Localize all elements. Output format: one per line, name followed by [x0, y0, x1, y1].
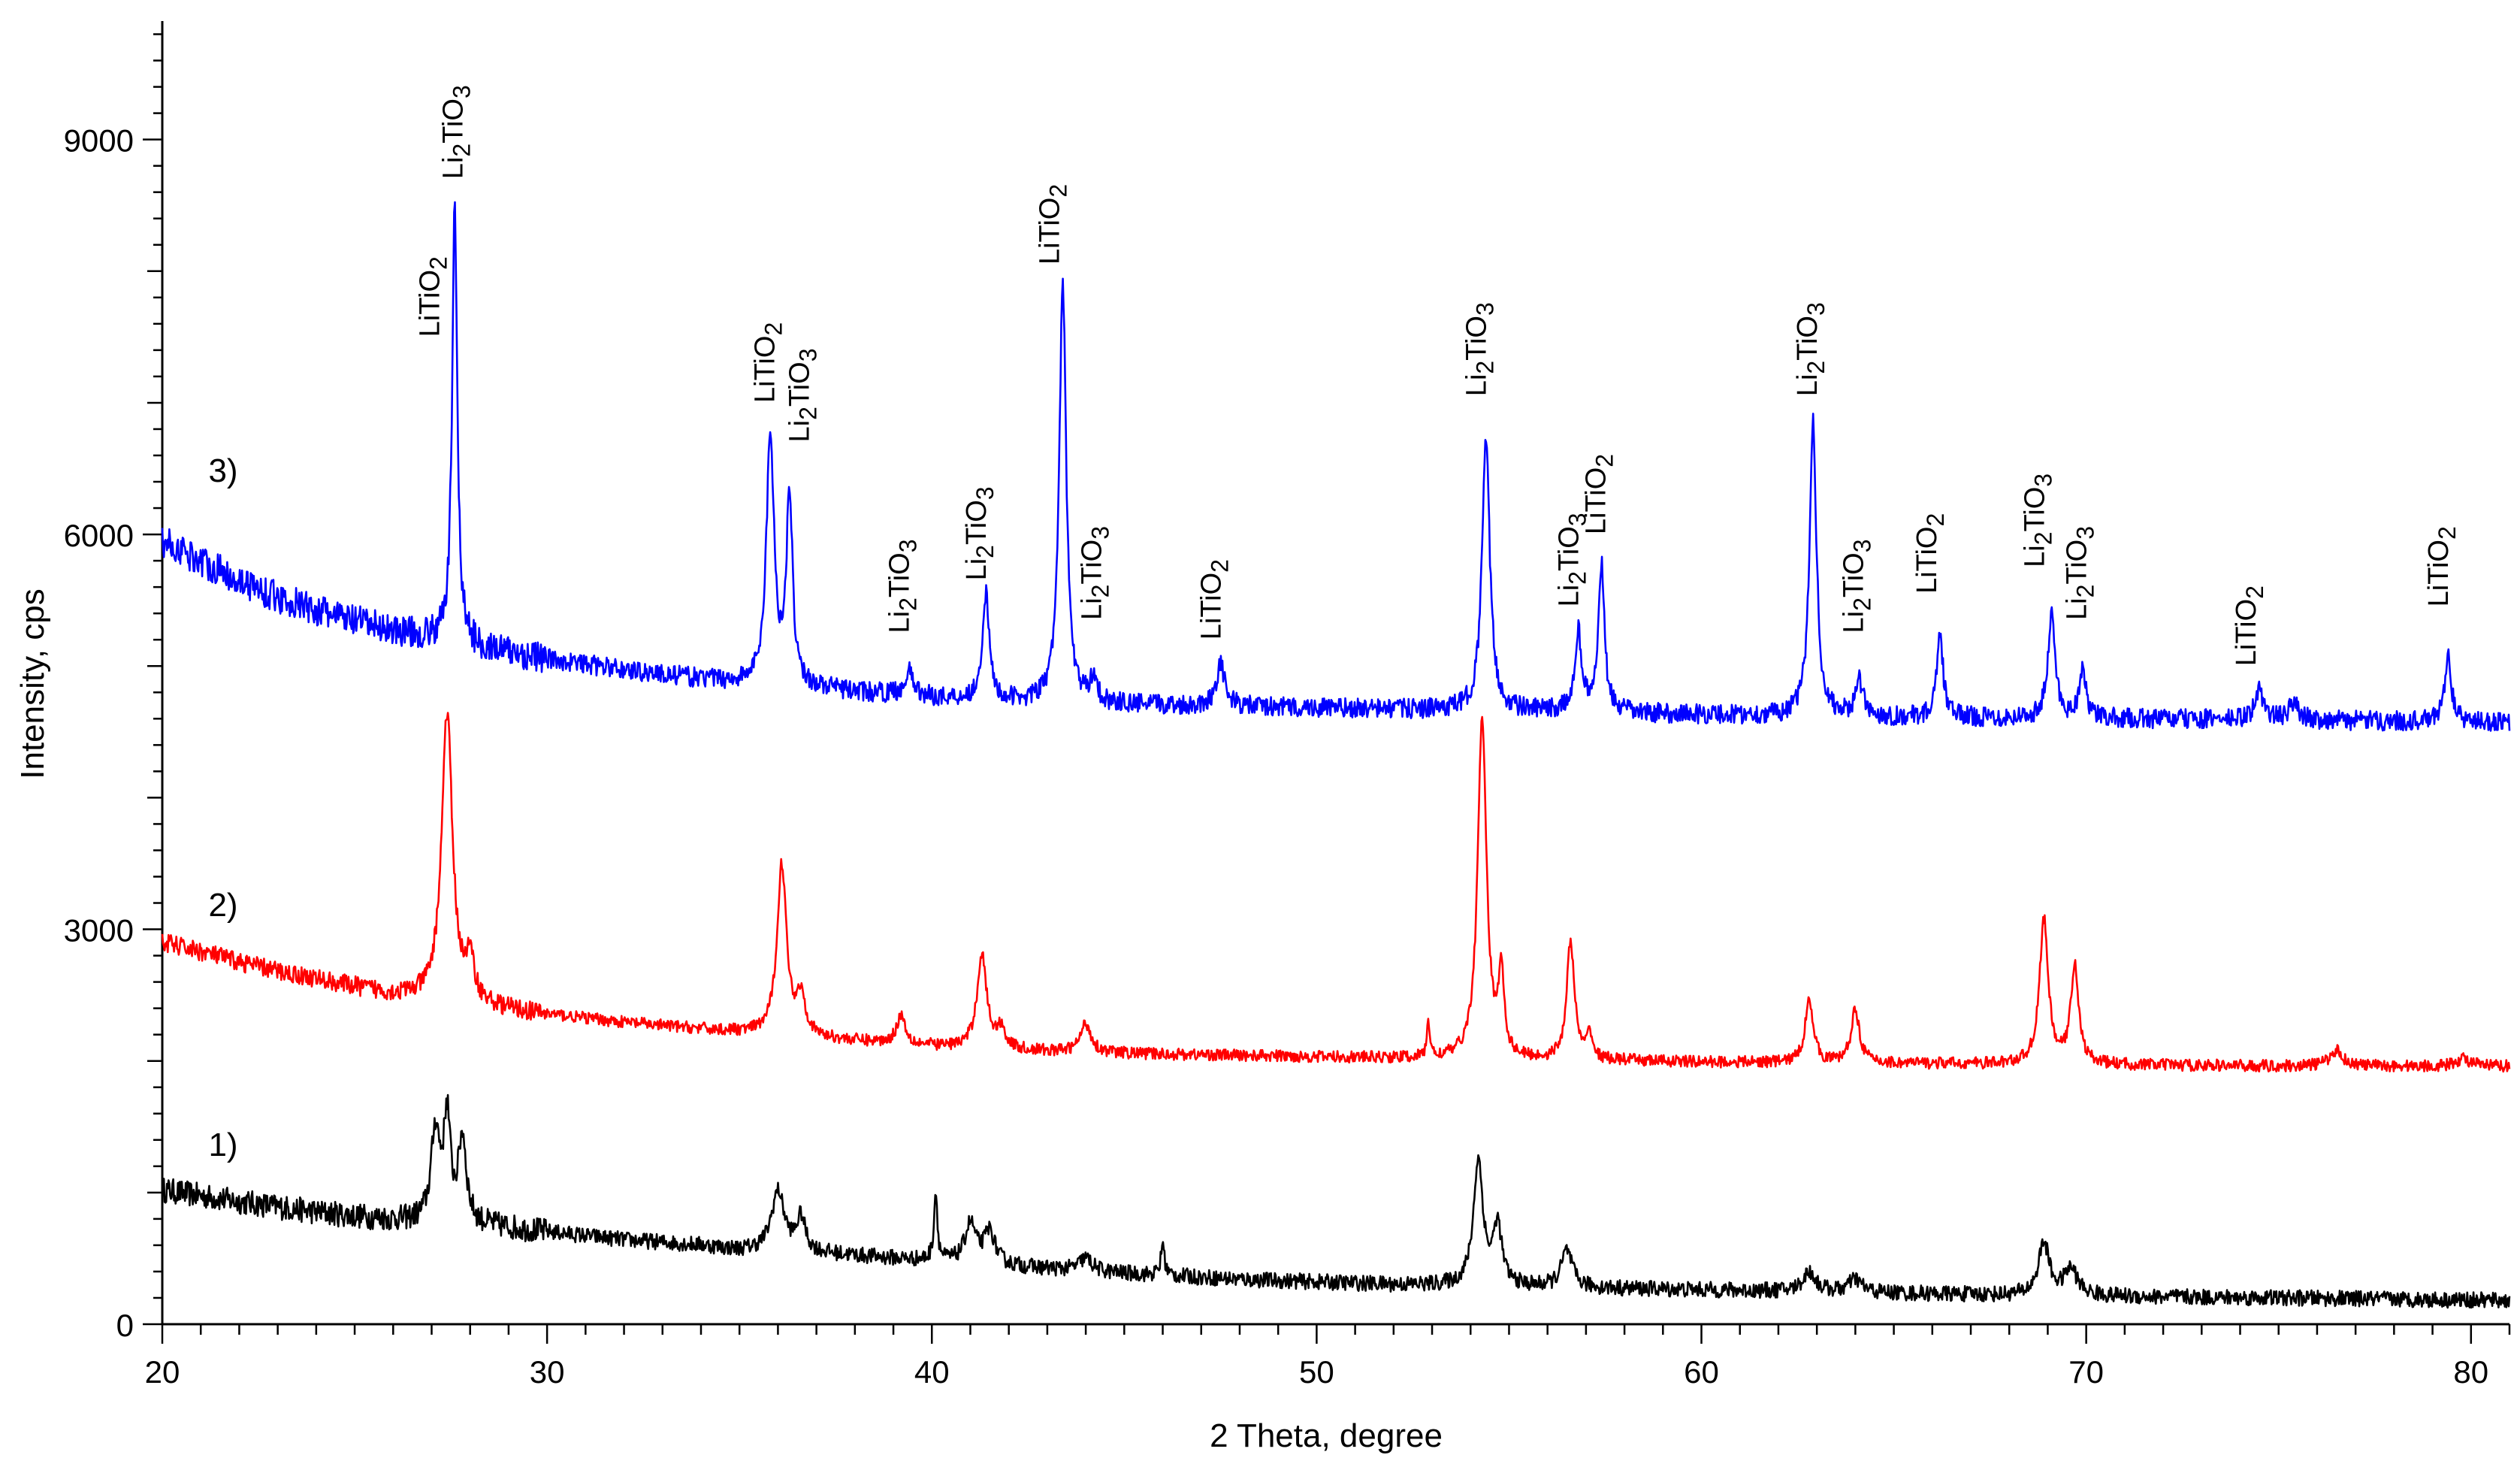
peak-label: Li2TiO3 — [437, 85, 475, 179]
peak-label: Li2TiO3 — [884, 539, 922, 633]
series-line-2 — [161, 712, 2511, 1073]
peak-label: Li2TiO3 — [1839, 539, 1876, 633]
x-tick-label: 60 — [1684, 1354, 1719, 1390]
series-label-3: 3) — [208, 452, 237, 489]
peak-label: LiTiO2 — [1580, 454, 1618, 534]
peak-label: LiTiO2 — [2423, 526, 2461, 606]
x-tick-label: 40 — [914, 1354, 950, 1390]
peak-label: LiTiO2 — [1911, 513, 1949, 594]
peak-label: Li2TiO3 — [961, 486, 999, 580]
x-tick-label: 30 — [530, 1354, 565, 1390]
series-layer — [161, 201, 2511, 1309]
peak-label: Li2TiO3 — [1792, 302, 1830, 396]
peak-label: LiTiO2 — [1195, 559, 1233, 640]
y-axis-title: Intensity, cps — [14, 588, 51, 779]
y-tick-label: 6000 — [64, 518, 134, 553]
y-tick-label: 0 — [116, 1308, 134, 1343]
x-tick-label: 20 — [145, 1354, 180, 1390]
x-tick-label: 70 — [2068, 1354, 2104, 1390]
series-label-1: 1) — [208, 1127, 237, 1163]
labels-layer: 1)2)3)LiTiO2Li2TiO3LiTiO2Li2TiO3Li2TiO3L… — [208, 85, 2461, 1163]
x-axis-title: 2 Theta, degree — [1210, 1417, 1443, 1454]
peak-label: Li2TiO3 — [2062, 526, 2099, 620]
peak-label: LiTiO2 — [749, 322, 787, 403]
y-tick-label: 9000 — [64, 123, 134, 159]
peak-label: Li2TiO3 — [2019, 473, 2056, 567]
axes-layer: 20 30 40 50 60 70 80 0 3000 6000 9000 — [64, 21, 2511, 1390]
peak-label: LiTiO2 — [2231, 585, 2268, 666]
x-tick-label: 50 — [1299, 1354, 1334, 1390]
peak-label: LiTiO2 — [415, 256, 452, 337]
peak-label: Li2TiO3 — [784, 349, 821, 443]
peak-label: Li2TiO3 — [1077, 526, 1114, 620]
series-label-2: 2) — [208, 887, 237, 924]
series-line-1 — [161, 1093, 2511, 1309]
x-tick-label: 80 — [2453, 1354, 2488, 1390]
peak-label: LiTiO2 — [1034, 184, 1071, 265]
y-tick-label: 3000 — [64, 913, 134, 948]
peak-label: Li2TiO3 — [1554, 513, 1591, 606]
peak-label: Li2TiO3 — [1461, 302, 1499, 396]
series-line-3 — [161, 201, 2511, 732]
